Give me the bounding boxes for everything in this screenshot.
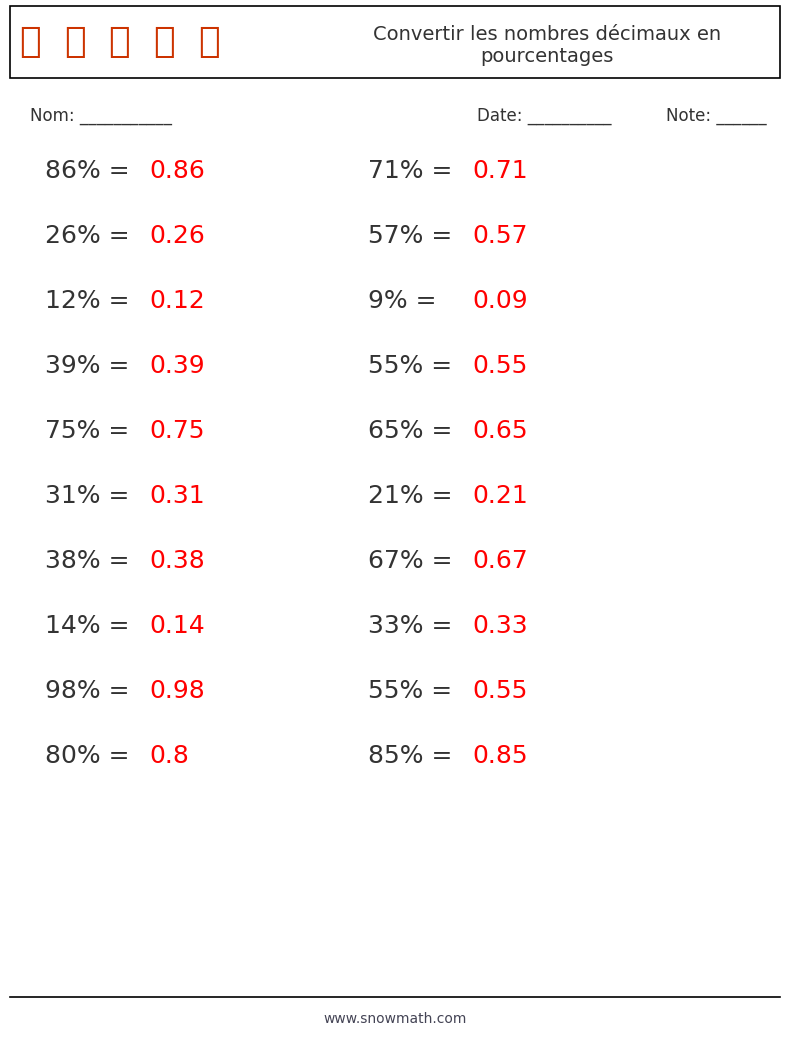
Text: 0.33: 0.33 bbox=[472, 614, 528, 638]
Text: 0.75: 0.75 bbox=[149, 419, 205, 443]
Text: Convertir les nombres décimaux en: Convertir les nombres décimaux en bbox=[373, 24, 721, 43]
Text: 55% =: 55% = bbox=[368, 354, 460, 378]
Text: 🔔: 🔔 bbox=[109, 25, 130, 59]
Text: 0.67: 0.67 bbox=[472, 549, 528, 573]
Text: 57% =: 57% = bbox=[368, 224, 461, 249]
Text: 71% =: 71% = bbox=[368, 159, 461, 183]
FancyBboxPatch shape bbox=[10, 6, 780, 78]
Text: 0.26: 0.26 bbox=[149, 224, 205, 249]
Text: 0.14: 0.14 bbox=[149, 614, 205, 638]
Text: 🚫: 🚫 bbox=[64, 25, 86, 59]
Text: 0.39: 0.39 bbox=[149, 354, 205, 378]
Text: pourcentages: pourcentages bbox=[480, 46, 614, 65]
Text: Nom: ___________: Nom: ___________ bbox=[30, 107, 172, 125]
Text: 🪜: 🪜 bbox=[19, 25, 40, 59]
Text: 31% =: 31% = bbox=[44, 484, 137, 508]
Text: 33% =: 33% = bbox=[368, 614, 461, 638]
Text: Note: ______: Note: ______ bbox=[666, 107, 767, 125]
Text: 86% =: 86% = bbox=[44, 159, 137, 183]
Text: 67% =: 67% = bbox=[368, 549, 461, 573]
Text: 14% =: 14% = bbox=[44, 614, 137, 638]
Text: www.snowmath.com: www.snowmath.com bbox=[323, 1012, 466, 1026]
Text: 0.98: 0.98 bbox=[149, 679, 205, 703]
Text: 0.12: 0.12 bbox=[149, 289, 205, 313]
Text: 26% =: 26% = bbox=[44, 224, 137, 249]
Text: 🪓: 🪓 bbox=[198, 25, 220, 59]
Text: Date: __________: Date: __________ bbox=[477, 107, 611, 125]
Text: 0.8: 0.8 bbox=[149, 744, 189, 768]
Text: 0.65: 0.65 bbox=[472, 419, 528, 443]
Text: 85% =: 85% = bbox=[368, 744, 461, 768]
Text: 21% =: 21% = bbox=[368, 484, 461, 508]
Text: 0.38: 0.38 bbox=[149, 549, 205, 573]
Text: 80% =: 80% = bbox=[44, 744, 137, 768]
Text: 75% =: 75% = bbox=[44, 419, 137, 443]
Text: 12% =: 12% = bbox=[44, 289, 137, 313]
Text: 0.55: 0.55 bbox=[472, 354, 528, 378]
Text: 0.85: 0.85 bbox=[472, 744, 528, 768]
Text: 0.86: 0.86 bbox=[149, 159, 205, 183]
Text: 0.71: 0.71 bbox=[472, 159, 528, 183]
Text: 0.09: 0.09 bbox=[472, 289, 528, 313]
Text: 39% =: 39% = bbox=[44, 354, 137, 378]
Text: 0.55: 0.55 bbox=[472, 679, 528, 703]
Text: 9% =: 9% = bbox=[368, 289, 445, 313]
Text: 0.21: 0.21 bbox=[472, 484, 528, 508]
Text: 55% =: 55% = bbox=[368, 679, 460, 703]
Text: 38% =: 38% = bbox=[44, 549, 137, 573]
Text: 0.57: 0.57 bbox=[472, 224, 528, 249]
Text: 0.31: 0.31 bbox=[149, 484, 205, 508]
Text: 🧯: 🧯 bbox=[153, 25, 175, 59]
Text: 98% =: 98% = bbox=[44, 679, 137, 703]
Text: 65% =: 65% = bbox=[368, 419, 461, 443]
